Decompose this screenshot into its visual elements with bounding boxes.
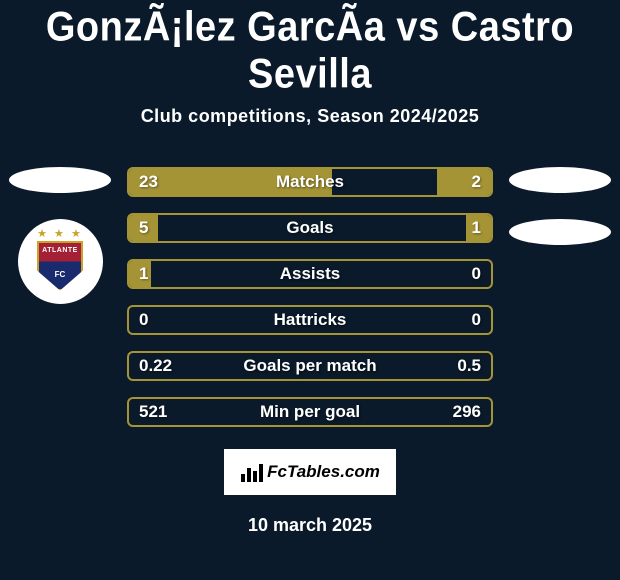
player-placeholder-oval [509, 167, 611, 193]
club-crest-placeholder-right [509, 219, 611, 245]
stat-bar-row: 521Min per goal296 [127, 397, 493, 427]
crest-shield-icon: ATLANTE FC [37, 241, 83, 291]
crest-club-name: ATLANTE [39, 247, 81, 254]
date-label: 10 march 2025 [0, 515, 620, 536]
stat-label: Hattricks [129, 310, 491, 330]
stat-bar-row: 23Matches2 [127, 167, 493, 197]
stat-value-right: 0 [472, 264, 481, 284]
stat-value-right: 2 [472, 172, 481, 192]
stat-value-right: 0 [472, 310, 481, 330]
stat-value-right: 296 [453, 402, 481, 422]
comparison-content: ★ ★ ★ ATLANTE FC 23Matches25Goals11Assis… [0, 167, 620, 443]
stat-label: Matches [129, 172, 491, 192]
left-player-col: ★ ★ ★ ATLANTE FC [5, 167, 115, 443]
right-player-col [505, 167, 615, 443]
stat-bar-row: 0.22Goals per match0.5 [127, 351, 493, 381]
stat-value-right: 1 [472, 218, 481, 238]
crest-stars-icon: ★ ★ ★ [37, 227, 83, 240]
stat-bar-row: 0Hattricks0 [127, 305, 493, 335]
source-brand: FcTables.com [224, 449, 396, 495]
crest-fc-label: FC [39, 270, 81, 279]
subtitle: Club competitions, Season 2024/2025 [0, 106, 620, 127]
stat-value-right: 0.5 [457, 356, 481, 376]
bar-chart-icon [240, 462, 264, 482]
page-title: GonzÃ¡lez GarcÃ­a vs Castro Sevilla [0, 0, 620, 99]
stat-label: Goals [129, 218, 491, 238]
stat-bars-container: 23Matches25Goals11Assists00Hattricks00.2… [115, 167, 505, 443]
source-brand-text: FcTables.com [267, 462, 380, 482]
club-crest-left: ★ ★ ★ ATLANTE FC [18, 219, 103, 304]
player-placeholder-oval [9, 167, 111, 193]
stat-bar-row: 1Assists0 [127, 259, 493, 289]
stat-label: Min per goal [129, 402, 491, 422]
stat-label: Assists [129, 264, 491, 284]
stat-bar-row: 5Goals1 [127, 213, 493, 243]
stat-label: Goals per match [129, 356, 491, 376]
